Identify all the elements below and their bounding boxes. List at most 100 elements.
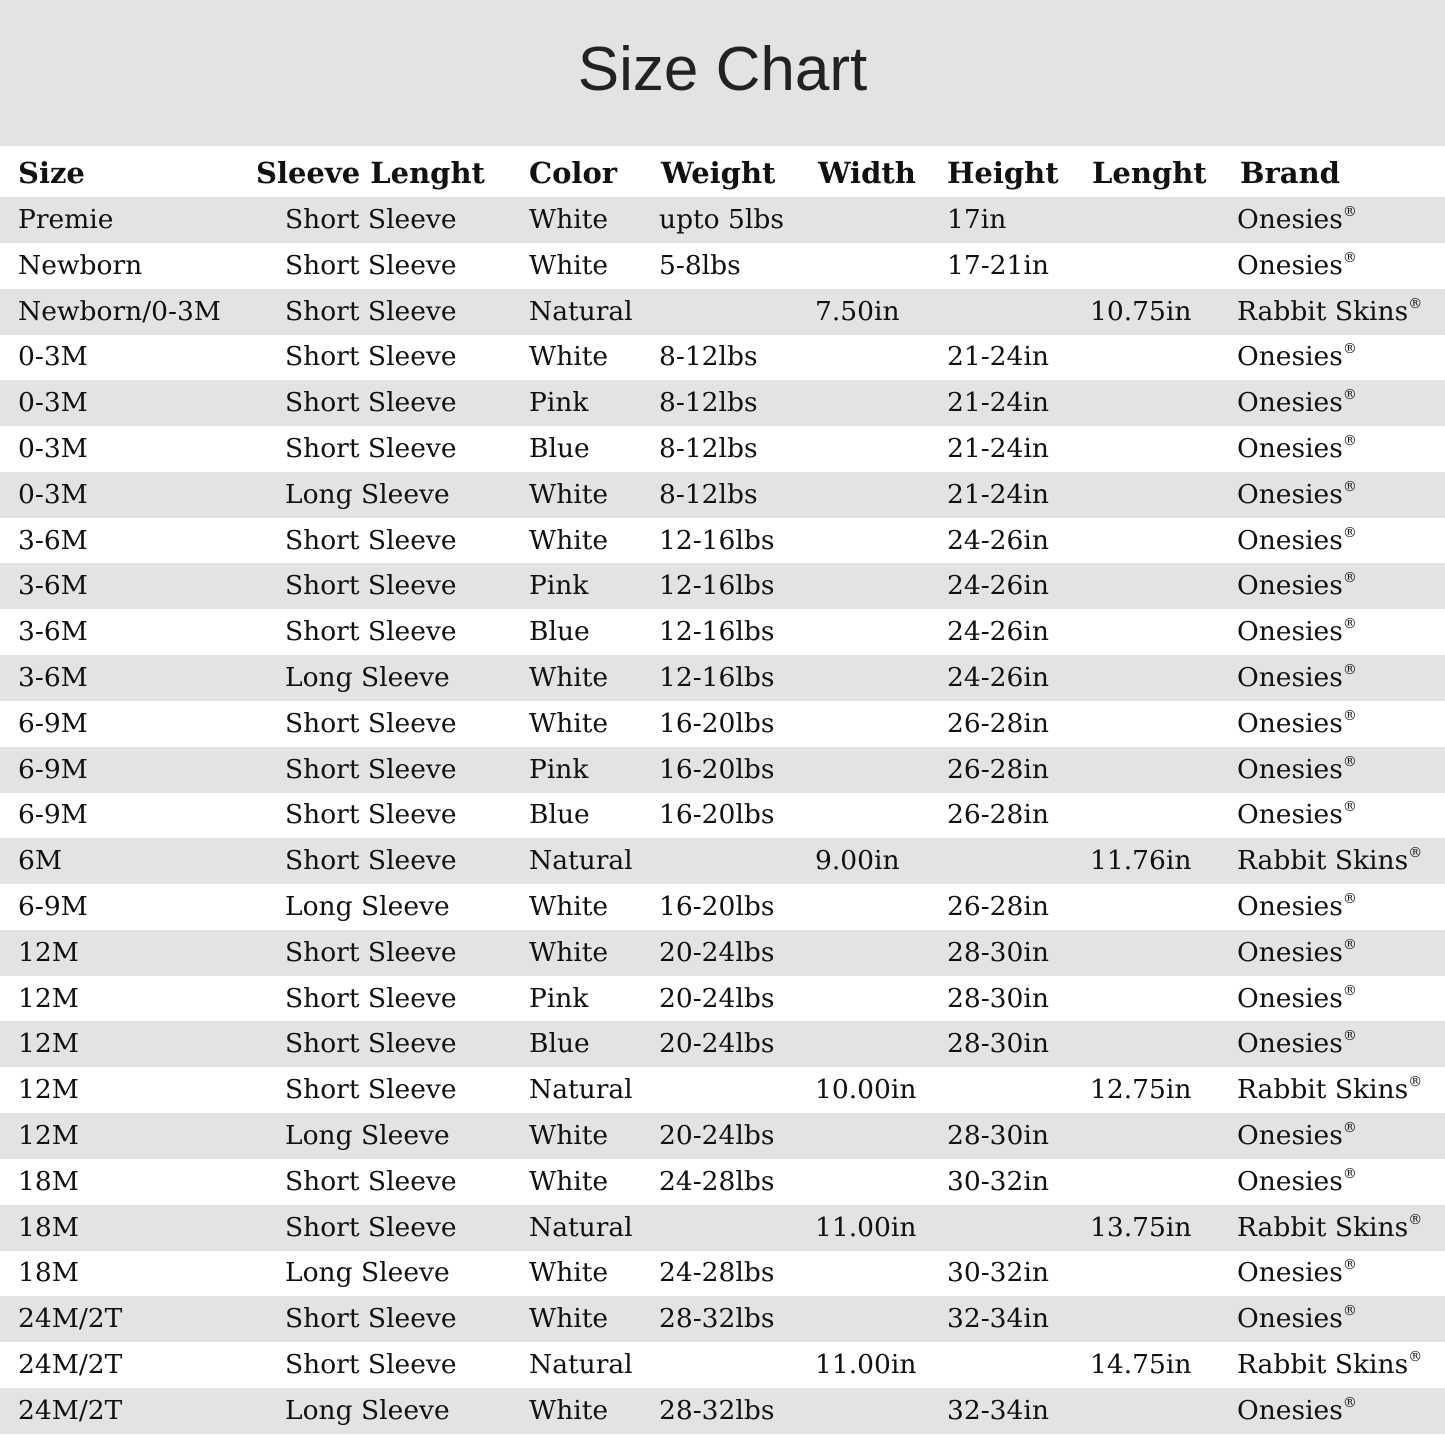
cell-height: 21-24in [947,387,1049,419]
header-brand: Brand [1240,156,1340,190]
cell-height: 21-24in [947,478,1049,510]
cell-color: White [529,478,609,510]
cell-brand: Rabbit Skins® [1237,1349,1423,1380]
cell-height: 24-26in [947,570,1049,602]
cell-width: 10.00in [815,1074,917,1106]
table-row: 0-3M Long Sleeve White 8-12lbs 21-24in Onesie… [0,471,1445,518]
cell-brand: Onesies® [1237,891,1357,922]
cell-height: 21-24in [947,341,1049,373]
registered-mark: ® [1408,845,1423,862]
cell-color: Pink [529,753,589,785]
cell-color: Blue [529,1028,590,1060]
cell-size: 12M [18,1120,79,1151]
cell-color: Natural [529,295,633,327]
cell-color: Natural [529,1349,633,1380]
table-row: 24M/2T Short Sleeve White 28-32lbs 32-34in On… [0,1296,1445,1343]
cell-weight: 28-32lbs [659,1394,775,1426]
cell-sleeve-length: Short Sleeve [285,616,457,648]
cell-sleeve-length: Short Sleeve [285,753,457,785]
cell-sleeve-length: Long Sleeve [285,1394,450,1426]
cell-size: 0-3M [18,478,88,510]
registered-mark: ® [1342,433,1357,449]
registered-mark: ® [1342,478,1357,495]
table-row: 12M Long Sleeve White 20-24lbs 28-30in Onesie… [0,1113,1445,1159]
cell-height: 26-28in [947,707,1049,739]
cell-brand: Rabbit Skins® [1237,1074,1423,1106]
cell-sleeve-length: Short Sleeve [285,524,457,556]
cell-height: 28-30in [947,982,1049,1014]
table-row: 0-3M Short Sleeve Blue 8-12lbs 21-24in Onesie… [0,426,1445,472]
cell-size: Newborn/0-3M [18,295,221,327]
cell-size: 12M [18,1074,79,1106]
cell-sleeve-length: Short Sleeve [285,1211,457,1243]
cell-color: White [529,524,609,556]
registered-mark: ® [1342,1303,1357,1320]
cell-size: 24M/2T [18,1349,123,1380]
cell-length: 12.75in [1090,1074,1192,1106]
cell-height: 17-21in [947,249,1049,281]
cell-height: 24-26in [947,616,1049,648]
cell-weight: 16-20lbs [659,891,775,922]
cell-color: White [529,662,609,693]
cell-weight: 24-28lbs [659,1257,775,1289]
table-header: Size Sleeve Lenght Color Weight Width Height L… [0,150,1445,196]
cell-sleeve-length: Long Sleeve [285,1120,450,1151]
cell-weight: 8-12lbs [659,387,758,419]
cell-height: 26-28in [947,799,1049,831]
table-row: 18M Short Sleeve White 24-28lbs 30-32in Onesi… [0,1159,1445,1205]
table-row: 12M Short Sleeve Pink 20-24lbs 28-30in Onesie… [0,976,1445,1022]
header-sleeve-length: Sleeve Lenght [256,156,485,190]
cell-brand: Onesies® [1237,1120,1357,1151]
cell-width: 11.00in [815,1211,917,1243]
registered-mark: ® [1408,1074,1423,1091]
cell-color: Pink [529,982,589,1014]
cell-color: Natural [529,1074,633,1106]
cell-weight: 16-20lbs [659,707,775,739]
cell-height: 17in [947,204,1007,235]
header-weight: Weight [661,156,776,190]
cell-color: White [529,936,609,968]
cell-brand: Onesies® [1237,707,1357,739]
table-row: 3-6M Short Sleeve White 12-16lbs 24-26in Ones… [0,518,1445,564]
cell-height: 24-26in [947,662,1049,693]
cell-color: White [529,1303,609,1335]
cell-size: 0-3M [18,341,88,373]
header-height: Height [947,156,1059,190]
registered-mark: ® [1408,1211,1423,1228]
cell-size: 18M [18,1211,79,1243]
registered-mark: ® [1342,570,1357,587]
cell-sleeve-length: Short Sleeve [285,982,457,1014]
cell-width: 11.00in [815,1349,917,1380]
table-row: 12M Short Sleeve Natural 10.00in 12.75in Rabb… [0,1067,1445,1113]
cell-size: 12M [18,982,79,1014]
title-band [0,0,1445,146]
registered-mark: ® [1342,1028,1357,1045]
cell-size: 3-6M [18,616,88,648]
cell-sleeve-length: Long Sleeve [285,1257,450,1289]
cell-weight: 8-12lbs [659,341,758,373]
cell-size: 0-3M [18,433,88,464]
cell-size: 3-6M [18,570,88,602]
registered-mark: ® [1408,295,1423,312]
header-width: Width [818,156,916,190]
cell-sleeve-length: Short Sleeve [285,845,457,877]
cell-weight: 16-20lbs [659,799,775,831]
cell-weight: 20-24lbs [659,982,775,1014]
registered-mark: ® [1342,799,1357,816]
registered-mark: ® [1342,341,1357,358]
cell-color: Natural [529,1211,633,1243]
registered-mark: ® [1342,1165,1357,1182]
registered-mark: ® [1342,753,1357,770]
cell-size: 12M [18,936,79,968]
header-size: Size [18,156,85,190]
cell-weight: 8-12lbs [659,478,758,510]
cell-weight: 12-16lbs [659,570,775,602]
table-row: Newborn Short Sleeve White 5-8lbs 17-21in One… [0,243,1445,289]
cell-color: White [529,249,609,281]
cell-size: 6-9M [18,753,88,785]
cell-color: White [529,1120,609,1151]
registered-mark: ® [1342,387,1357,404]
cell-color: White [529,1394,609,1426]
cell-color: White [529,341,609,373]
cell-brand: Rabbit Skins® [1237,295,1423,327]
